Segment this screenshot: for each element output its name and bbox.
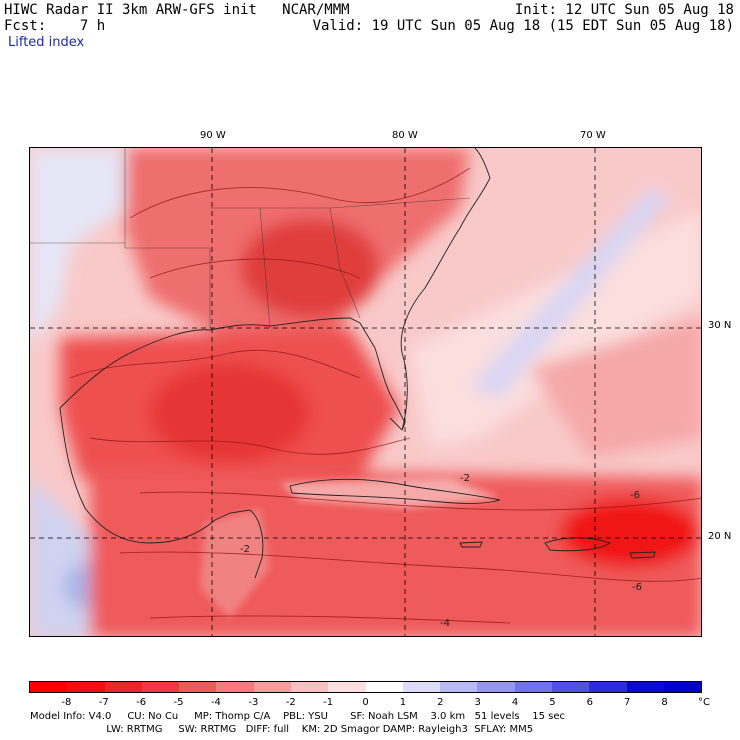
model-info-line-1: Model Info: V4.0 CU: No Cu MP: Thomp C/A… xyxy=(30,711,566,722)
field-gulf-core xyxy=(150,363,310,463)
colorbar-unit: °C xyxy=(698,697,710,708)
puerto-rico xyxy=(629,551,656,559)
colorbar-swatch xyxy=(290,682,329,692)
title-line-1: HIWC Radar II 3km ARW-GFS init NCAR/MMM xyxy=(4,2,350,18)
colorbar-swatch xyxy=(365,682,403,692)
forecast-hour: Fcst: 7 h xyxy=(4,18,106,34)
contour-label-5: -4 xyxy=(440,618,450,629)
valid-time: Valid: 19 UTC Sun 05 Aug 18 (15 EDT Sun … xyxy=(312,18,734,34)
lon-label-90w: 90 W xyxy=(200,130,226,141)
init-time: Init: 12 UTC Sun 05 Aug 18 xyxy=(514,2,734,18)
colorbar-tick-label: -7 xyxy=(98,697,109,708)
contour-label-1: -2 xyxy=(460,473,470,484)
lon-label-80w: 80 W xyxy=(392,130,418,141)
contour-label-2: -2 xyxy=(240,544,250,555)
colorbar-swatch xyxy=(514,682,552,692)
field-west-neutral xyxy=(30,148,130,348)
colorbar-tick-label: 3 xyxy=(474,697,481,708)
contour-label-4: -6 xyxy=(632,582,642,593)
graticule xyxy=(30,148,701,636)
contour-label-3: -6 xyxy=(630,490,640,501)
lat-label-30n: 30 N xyxy=(708,320,732,331)
colorbar-swatch xyxy=(253,682,291,692)
colorbar-swatch xyxy=(589,682,627,692)
colorbar-swatch xyxy=(551,682,590,692)
mexico-gulf-coast xyxy=(59,407,264,579)
colorbar-swatch xyxy=(440,682,478,692)
map-canvas: -2 -2 -6 -6 -4 xyxy=(30,148,701,636)
colorbar-tick-label: 4 xyxy=(511,697,519,708)
lifted-index-map: -2 -2 -6 -6 -4 xyxy=(29,147,702,637)
state-borders xyxy=(30,148,471,329)
field-name: Lifted index xyxy=(8,35,85,50)
model-info-line-2: LW: RRTMG SW: RRTMG DIFF: full KM: 2D Sm… xyxy=(30,724,534,735)
colorbar-swatch xyxy=(179,682,217,692)
colorbar-swatch xyxy=(67,682,105,692)
colorbar-tick-label: -4 xyxy=(210,697,221,708)
field-east-atlantic xyxy=(530,318,701,458)
colorbar-swatch xyxy=(216,682,254,692)
colorbar-tick-label: 0 xyxy=(362,697,369,708)
colorbar-tick-label: -3 xyxy=(248,697,259,708)
colorbar-swatch xyxy=(626,682,664,692)
cuba xyxy=(289,478,501,504)
us-gulf-coast xyxy=(59,317,406,431)
coastlines xyxy=(59,148,656,579)
colorbar-tick-label: 7 xyxy=(624,697,631,708)
colorbar-swatch xyxy=(141,682,180,692)
field-yucatan-land xyxy=(200,508,270,618)
colorbar-tick-label: -8 xyxy=(61,697,72,708)
jamaica xyxy=(459,541,483,548)
colorbar-tick-label: 1 xyxy=(399,697,407,708)
colorbar-swatch xyxy=(663,682,702,692)
colorbar-swatch xyxy=(104,682,142,692)
colorbar-tick-label: -2 xyxy=(285,697,296,708)
colorbar-tick-label: 8 xyxy=(661,697,668,708)
colorbar-swatch xyxy=(328,682,366,692)
lat-label-20n: 20 N xyxy=(708,531,732,542)
hispaniola xyxy=(544,537,611,552)
field-georgia-core xyxy=(240,218,380,318)
field-atlantic-blue-streak xyxy=(470,188,670,398)
colorbar xyxy=(29,681,702,693)
colorbar-swatch xyxy=(402,682,441,692)
us-atlantic-coast xyxy=(400,148,491,431)
lon-label-70w: 70 W xyxy=(580,130,606,141)
colorbar-swatch xyxy=(30,682,68,692)
colorbar-tick-label: 6 xyxy=(586,697,594,708)
contours xyxy=(69,167,701,624)
colorbar-tick-label: 5 xyxy=(549,697,556,708)
colorbar-tick-label: 2 xyxy=(437,697,444,708)
colorbar-tick-label: -6 xyxy=(136,697,147,708)
field-caribbean-core xyxy=(560,498,700,568)
colorbar-swatch xyxy=(477,682,515,692)
colorbar-tick-label: -1 xyxy=(323,697,334,708)
colorbar-tick-label: -5 xyxy=(173,697,184,708)
